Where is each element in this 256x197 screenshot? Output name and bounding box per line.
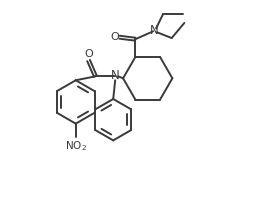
Text: N: N [111, 69, 120, 82]
Text: NO$_2$: NO$_2$ [65, 139, 87, 153]
Text: O: O [110, 32, 119, 42]
Text: O: O [84, 49, 93, 59]
Text: N: N [150, 24, 158, 37]
